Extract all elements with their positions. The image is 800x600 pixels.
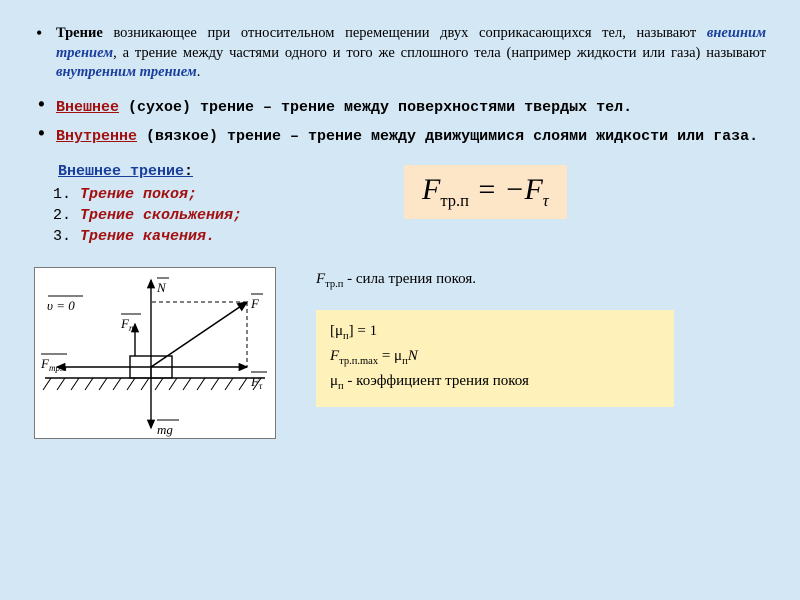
bullet-list-intro: Трение возникающее при относительном пер… (34, 24, 766, 83)
slide-root: Трение возникающее при относительном пер… (0, 0, 800, 600)
paragraph-friction-definition: Трение возникающее при относительном пер… (34, 24, 766, 83)
label-N: N (156, 280, 167, 295)
label-Ftau: Fτ (250, 374, 263, 391)
label-Fn: Fn (120, 316, 134, 333)
lower-row: υ = 0 N F Fτ Fтр.п Fn mg F (34, 267, 766, 439)
formula-column: Fтр.п = −Fτ (334, 157, 567, 219)
mu-dimension: [μп] = 1 (330, 320, 660, 345)
force-diagram: υ = 0 N F Fτ Fтр.п Fn mg (34, 267, 276, 439)
coefficient-box: [μп] = 1 Fтр.п.max = μпN μп - коэффициен… (316, 310, 674, 408)
friction-types-list: Трение покоя; Трение скольжения; Трение … (58, 186, 334, 245)
types-column: Внешнее трение: Трение покоя; Трение ско… (34, 157, 334, 249)
diagram-svg: υ = 0 N F Fτ Fтр.п Fn mg (35, 268, 275, 438)
def-external: Внешнее (сухое) трение – трение между по… (34, 97, 766, 118)
force-symbol-definition: Fтр.п - сила трения покоя. (316, 271, 766, 290)
type-sliding: Трение скольжения; (80, 207, 334, 224)
row-types-and-formula: Внешнее трение: Трение покоя; Трение ско… (34, 157, 766, 249)
def-internal: Внутренне (вязкое) трение – трение между… (34, 126, 766, 147)
section-title-external-friction: Внешнее трение: (58, 163, 334, 180)
type-static: Трение покоя; (80, 186, 334, 203)
bullet-list-definitions: Внешнее (сухое) трение – трение между по… (34, 97, 766, 147)
term-internal-friction: внутренним трением (56, 64, 197, 80)
f-max-formula: Fтр.п.max = μпN (330, 345, 660, 370)
formula-static-friction: Fтр.п = −Fτ (404, 165, 567, 219)
label-Ftrp: Fтр.п (40, 356, 67, 373)
label-F: F (250, 296, 260, 311)
type-rolling: Трение качения. (80, 228, 334, 245)
lead-word: Трение (56, 25, 103, 41)
mu-definition: μп - коэффициент трения покоя (330, 370, 660, 395)
label-v0: υ = 0 (47, 298, 75, 313)
right-column: Fтр.п - сила трения покоя. [μп] = 1 Fтр.… (316, 267, 766, 439)
label-mg: mg (157, 422, 173, 437)
